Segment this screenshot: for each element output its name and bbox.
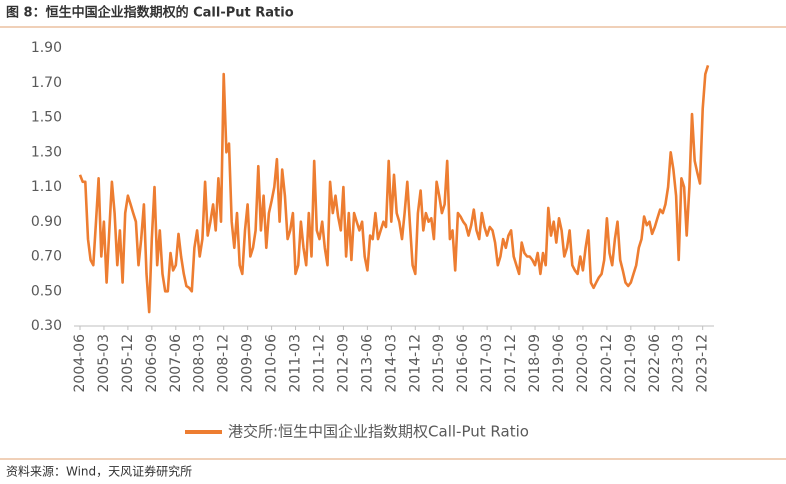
x-tick-label: 2005-03	[96, 334, 112, 393]
x-tick-label: 2020-03	[575, 334, 591, 393]
x-tick-label: 2021-09	[623, 334, 639, 393]
x-tick-label: 2014-12	[407, 334, 423, 393]
series-line	[78, 65, 710, 314]
x-tick-label: 2023-12	[695, 334, 711, 393]
y-tick-label: 1.70	[31, 75, 62, 91]
y-tick-label: 1.10	[31, 179, 62, 195]
x-tick-label: 2012-09	[335, 334, 351, 393]
x-tick-label: 2011-03	[288, 334, 304, 393]
x-tick-label: 2023-03	[671, 334, 687, 393]
y-tick-label: 1.50	[31, 110, 62, 126]
x-tick-label: 2006-09	[144, 334, 160, 393]
source: 资料来源：Wind，天风证券研究所	[6, 464, 192, 479]
x-tick-label: 2020-12	[599, 334, 615, 393]
x-tick-label: 2007-06	[168, 334, 184, 393]
x-tick-label: 2015-09	[431, 334, 447, 393]
x-tick-label: 2008-03	[192, 334, 208, 393]
y-tick-label: 0.30	[31, 318, 62, 334]
y-tick-label: 1.90	[31, 40, 62, 56]
x-tick-label: 2011-12	[311, 334, 327, 393]
chart-title: 图 8：恒生中国企业指数期权的 Call-Put Ratio	[6, 5, 294, 21]
y-tick-label: 0.90	[31, 214, 62, 230]
x-tick-label: 2014-03	[383, 334, 399, 393]
legend-label: 港交所:恒生中国企业指数期权Call-Put Ratio	[228, 423, 529, 441]
x-tick-label: 2013-06	[359, 334, 375, 393]
x-tick-label: 2010-06	[264, 334, 280, 393]
x-tick-label: 2005-12	[120, 334, 136, 393]
x-tick-label: 2008-12	[216, 334, 232, 393]
y-tick-label: 1.30	[31, 144, 62, 160]
x-tick-label: 2018-09	[527, 334, 543, 393]
x-tick-label: 2022-06	[647, 334, 663, 393]
x-tick-label: 2016-06	[455, 334, 471, 393]
x-tick-label: 2017-12	[503, 334, 519, 393]
x-tick-label: 2019-06	[551, 334, 567, 393]
x-tick-label: 2004-06	[72, 334, 88, 393]
y-tick-label: 0.70	[31, 249, 62, 265]
x-tick-label: 2009-09	[240, 334, 256, 393]
y-tick-label: 0.50	[31, 283, 62, 299]
x-tick-label: 2017-03	[479, 334, 495, 393]
